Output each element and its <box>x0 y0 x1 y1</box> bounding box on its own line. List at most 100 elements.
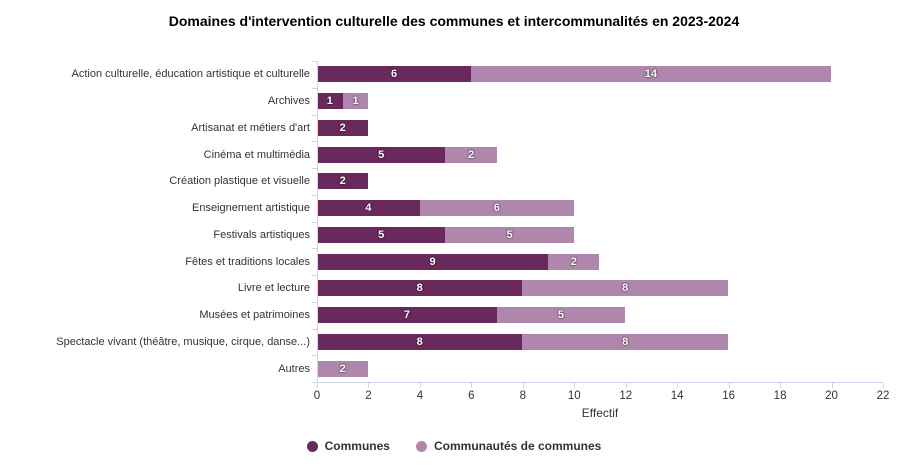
x-tick-label: 8 <box>519 390 527 402</box>
x-tick-mark <box>780 383 782 388</box>
legend-marker-icon <box>415 440 427 452</box>
bar-segment-communautes-de-communes[interactable]: 2 <box>445 146 497 163</box>
bar-segment-communes[interactable]: 8 <box>317 280 523 297</box>
category-label: Musées et patrimoines <box>199 309 310 322</box>
bar-segment-communautes-de-communes[interactable]: 8 <box>522 333 728 350</box>
category-label: Spectacle vivant (théâtre, musique, cirq… <box>56 335 310 348</box>
bar-segment-communes[interactable]: 8 <box>317 333 523 350</box>
legend-item-communautes-de-communes[interactable]: Communautés de communes <box>415 439 602 453</box>
x-tick-mark <box>831 383 833 388</box>
y-tick-mark <box>312 168 317 169</box>
category-label: Autres <box>278 362 310 375</box>
x-tick-mark <box>522 383 524 388</box>
x-tick-mark <box>471 383 473 388</box>
bar-row: Création plastique et visuelle 2 <box>0 168 882 195</box>
x-tick-label: 20 <box>825 390 838 402</box>
y-tick-mark <box>312 248 317 250</box>
x-tick-label: 22 <box>876 390 890 402</box>
data-label: 8 <box>622 282 629 295</box>
category-label: Fêtes et traditions locales <box>185 255 310 268</box>
x-tick-mark <box>317 383 318 388</box>
x-tick-label: 10 <box>567 390 581 402</box>
bar-segment-communautes-de-communes[interactable]: 8 <box>522 280 728 297</box>
bar-segment-communes[interactable]: 5 <box>317 226 446 243</box>
x-tick-label: 12 <box>619 390 633 402</box>
bar-row: Spectacle vivant (théâtre, musique, cirq… <box>0 329 882 356</box>
data-label: 9 <box>429 255 436 268</box>
y-tick-mark <box>312 328 317 330</box>
legend: Communes Communautés de communes <box>0 439 908 453</box>
bar-segment-communautes-de-communes[interactable]: 5 <box>445 226 574 243</box>
data-label: 5 <box>378 228 385 241</box>
bar-segment-communes[interactable]: 6 <box>317 66 472 83</box>
data-label: 8 <box>416 282 423 295</box>
y-tick-mark <box>312 301 317 303</box>
y-tick-mark <box>312 275 317 276</box>
bar-segment-communes[interactable]: 7 <box>317 307 497 324</box>
bar-row: Livre et lecture 8 8 <box>0 275 882 302</box>
x-tick-label: 2 <box>365 390 372 402</box>
bar-track: 2 <box>317 119 882 136</box>
y-tick-mark <box>312 355 317 357</box>
y-tick-mark <box>312 194 317 196</box>
x-axis-line <box>317 382 883 383</box>
bar-segment-communes[interactable]: 5 <box>317 146 446 163</box>
category-label: Livre et lecture <box>237 282 310 295</box>
data-label: 6 <box>390 68 398 81</box>
bar-row: Musées et patrimoines 7 5 <box>0 302 882 329</box>
legend-marker-icon <box>306 440 318 452</box>
data-label: 1 <box>326 95 333 108</box>
bar-track: 2 <box>317 360 882 377</box>
category-label: Cinéma et multimédia <box>203 148 310 161</box>
bar-segment-communes[interactable]: 4 <box>317 200 420 217</box>
bar-segment-communes[interactable]: 2 <box>317 119 369 136</box>
bar-row: Cinéma et multimédia 5 2 <box>0 141 882 168</box>
category-label: Festivals artistiques <box>213 228 310 241</box>
bar-segment-communautes-de-communes[interactable]: 2 <box>548 253 600 270</box>
category-label: Artisanat et métiers d'art <box>191 121 310 134</box>
y-tick-mark <box>312 114 317 116</box>
bar-segment-communautes-de-communes[interactable]: 1 <box>342 93 369 110</box>
bar-row: Artisanat et métiers d'art 2 <box>0 115 882 142</box>
data-label: 4 <box>365 202 372 215</box>
y-tick-mark <box>312 141 317 143</box>
x-tick-mark <box>625 383 627 388</box>
bar-row: Autres 2 <box>0 355 882 382</box>
bar-segment-communautes-de-communes[interactable]: 6 <box>419 200 574 217</box>
x-tick-mark <box>728 383 730 388</box>
bar-row: Enseignement artistique 4 6 <box>0 195 882 222</box>
x-axis-title: Effectif <box>581 406 619 420</box>
legend-label: Communautés de communes <box>433 439 602 453</box>
x-tick-label: 0 <box>313 390 321 402</box>
bar-segment-communautes-de-communes[interactable]: 14 <box>471 66 831 83</box>
category-label: Archives <box>267 95 310 108</box>
x-tick-mark <box>419 383 421 388</box>
data-label: 8 <box>622 335 629 348</box>
bar-segment-communes[interactable]: 2 <box>317 173 369 190</box>
legend-item-communes[interactable]: Communes <box>306 439 390 453</box>
x-tick-label: 4 <box>416 390 424 402</box>
bar-track: 2 <box>317 173 882 190</box>
x-tick-label: 18 <box>773 390 787 402</box>
x-tick-mark <box>574 383 576 388</box>
data-label: 5 <box>378 148 385 161</box>
data-label: 2 <box>339 362 346 375</box>
x-tick-mark <box>883 383 884 388</box>
bar-segment-communautes-de-communes[interactable]: 5 <box>496 307 626 324</box>
bar-track: 6 14 <box>317 66 882 83</box>
bar-segment-communes[interactable]: 9 <box>317 253 549 270</box>
bar-segment-communautes-de-communes[interactable]: 2 <box>317 360 369 377</box>
data-label: 7 <box>403 309 410 322</box>
category-label: Création plastique et visuelle <box>169 175 310 188</box>
y-axis-line <box>317 61 318 382</box>
bar-row: Action culturelle, éducation artistique … <box>0 61 882 88</box>
data-label: 2 <box>339 121 346 134</box>
bar-segment-communes[interactable]: 1 <box>317 93 343 110</box>
data-label: 2 <box>339 175 346 188</box>
